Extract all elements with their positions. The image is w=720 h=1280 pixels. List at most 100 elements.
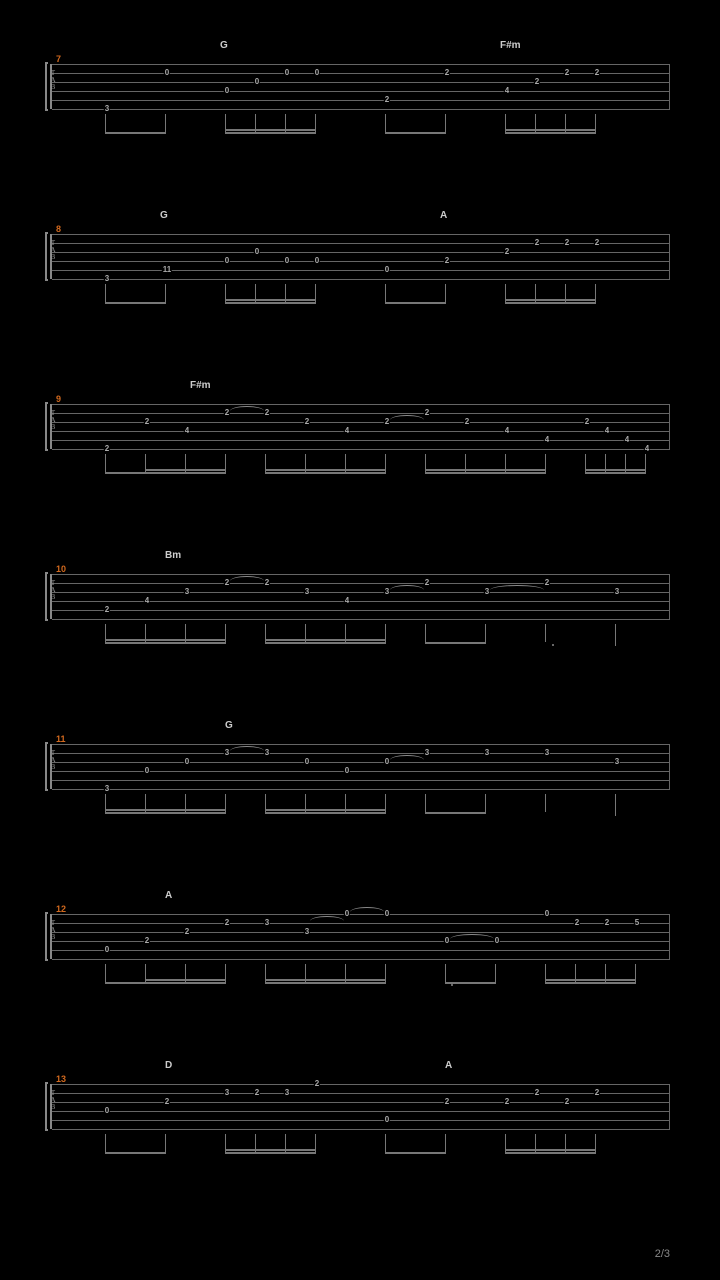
bar-number: 7	[56, 54, 61, 64]
fret-number: 0	[164, 69, 170, 77]
tab-staff: 300000224222	[50, 64, 670, 109]
chord-label: D	[165, 1060, 172, 1071]
stem-group	[50, 114, 670, 138]
chord-label: A	[445, 1060, 452, 1071]
chord-row: DA	[50, 1060, 670, 1076]
fret-number: 11	[162, 266, 172, 274]
fret-number: 0	[344, 910, 350, 918]
chord-label: G	[160, 210, 168, 221]
chord-row: G	[50, 720, 670, 736]
fret-number: 3	[104, 105, 110, 113]
bar-number: 13	[56, 1074, 66, 1084]
tab-staff: 02223300000225	[50, 914, 670, 959]
fret-number: 0	[494, 937, 500, 945]
fret-number: 0	[384, 910, 390, 918]
chord-label: A	[440, 210, 447, 221]
fret-number: 0	[184, 758, 190, 766]
stem-group	[50, 624, 670, 648]
tie-arc	[230, 746, 264, 751]
fret-number: 3	[424, 749, 430, 757]
fret-number: 0	[314, 69, 320, 77]
tie-arc	[310, 916, 344, 921]
fret-number: 2	[594, 1089, 600, 1097]
staff-area: 12TAB02223300000225	[50, 914, 670, 959]
tie-arc	[230, 406, 264, 411]
tab-clef: TAB	[48, 240, 58, 261]
fret-number: 4	[604, 427, 610, 435]
tab-clef: TAB	[48, 920, 58, 941]
fret-number: 2	[564, 1098, 570, 1106]
staff-area: 7TAB300000224222	[50, 64, 670, 109]
fret-number: 2	[264, 579, 270, 587]
measure-10: Bm10TAB243223432323	[50, 550, 670, 658]
bar-number: 10	[56, 564, 66, 574]
chord-row: A	[50, 890, 670, 906]
fret-number: 3	[304, 928, 310, 936]
tab-clef: TAB	[48, 70, 58, 91]
fret-number: 3	[614, 588, 620, 596]
chord-label: A	[165, 890, 172, 901]
fret-number: 3	[304, 588, 310, 596]
chord-label: F#m	[500, 40, 521, 51]
chord-row: GA	[50, 210, 670, 226]
fret-number: 2	[424, 409, 430, 417]
fret-number: 3	[104, 785, 110, 793]
fret-number: 0	[544, 910, 550, 918]
chord-label: F#m	[190, 380, 211, 391]
measure-9: F#m9TAB2242224222442444	[50, 380, 670, 488]
fret-number: 2	[184, 928, 190, 936]
fret-number: 4	[344, 597, 350, 605]
fret-number: 2	[594, 239, 600, 247]
tie-arc	[230, 576, 264, 581]
fret-number: 3	[104, 275, 110, 283]
fret-number: 0	[104, 946, 110, 954]
fret-number: 2	[144, 937, 150, 945]
fret-number: 3	[264, 919, 270, 927]
bar-number: 9	[56, 394, 61, 404]
fret-number: 2	[564, 239, 570, 247]
fret-number: 3	[614, 758, 620, 766]
fret-number: 2	[464, 418, 470, 426]
fret-number: 3	[544, 749, 550, 757]
chord-row: Bm	[50, 550, 670, 566]
fret-number: 0	[224, 87, 230, 95]
fret-number: 2	[224, 919, 230, 927]
tab-staff: 023232022222	[50, 1084, 670, 1129]
staff-area: 13TAB023232022222	[50, 1084, 670, 1129]
measure-11: G11TAB300330003333	[50, 720, 670, 828]
fret-number: 3	[224, 749, 230, 757]
fret-number: 3	[284, 1089, 290, 1097]
fret-number: 0	[284, 257, 290, 265]
fret-number: 0	[224, 257, 230, 265]
staff-area: 10TAB243223432323	[50, 574, 670, 619]
fret-number: 2	[224, 579, 230, 587]
measure-8: GA8TAB3110000022222	[50, 210, 670, 318]
fret-number: 2	[144, 418, 150, 426]
fret-number: 4	[184, 427, 190, 435]
tie-arc	[390, 585, 424, 590]
chord-label: G	[225, 720, 233, 731]
fret-number: 2	[504, 248, 510, 256]
fret-number: 0	[104, 1107, 110, 1115]
chord-label: G	[220, 40, 228, 51]
measure-7: GF#m7TAB300000224222	[50, 40, 670, 148]
tie-arc	[350, 907, 384, 912]
bar-number: 8	[56, 224, 61, 234]
fret-number: 2	[444, 257, 450, 265]
fret-number: 0	[304, 758, 310, 766]
tie-arc	[490, 585, 544, 590]
fret-number: 2	[164, 1098, 170, 1106]
fret-number: 0	[384, 758, 390, 766]
fret-number: 2	[534, 78, 540, 86]
fret-number: 2	[534, 1089, 540, 1097]
tab-staff: 3110000022222	[50, 234, 670, 279]
fret-number: 0	[444, 937, 450, 945]
tab-clef: TAB	[48, 1090, 58, 1111]
fret-number: 4	[144, 597, 150, 605]
fret-number: 3	[184, 588, 190, 596]
fret-number: 2	[104, 445, 110, 453]
fret-number: 0	[254, 248, 260, 256]
fret-number: 2	[384, 96, 390, 104]
chord-row: G F#m	[50, 40, 670, 56]
stem-group	[50, 284, 670, 308]
